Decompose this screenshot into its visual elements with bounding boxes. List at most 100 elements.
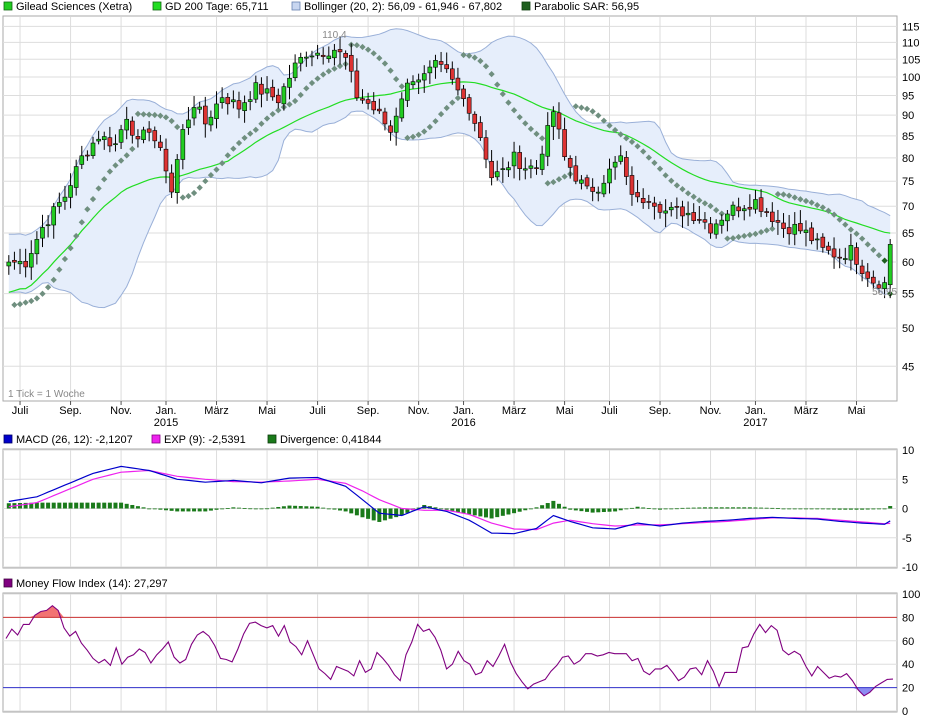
divergence-bar xyxy=(399,508,404,516)
divergence-bar xyxy=(326,508,331,510)
price-y-tick-label: 95 xyxy=(902,91,914,103)
sar-dot xyxy=(179,194,186,201)
divergence-bar xyxy=(85,502,90,509)
divergence-bar xyxy=(102,502,107,509)
candle-up xyxy=(601,182,607,195)
sar-dot xyxy=(275,107,282,114)
divergence-bar xyxy=(220,508,225,510)
divergence-bar xyxy=(764,507,769,509)
candle-down xyxy=(770,211,775,222)
divergence-bar xyxy=(742,507,747,509)
candle-up xyxy=(214,103,219,119)
divergence-bar xyxy=(562,506,567,509)
divergence-bar xyxy=(248,508,253,510)
divergence-bar xyxy=(467,508,472,515)
sar-dot xyxy=(213,166,220,173)
candle-down xyxy=(708,223,713,234)
divergence-bar xyxy=(225,508,230,509)
divergence-bar xyxy=(489,508,494,519)
candle-up xyxy=(663,210,668,214)
divergence-bar xyxy=(820,508,825,510)
sar-dot xyxy=(881,257,888,264)
divergence-bar xyxy=(753,507,758,509)
candle-down xyxy=(854,247,859,265)
candle-up xyxy=(247,99,253,102)
candle-up xyxy=(685,212,691,216)
divergence-bar xyxy=(433,507,438,509)
candle-up xyxy=(96,138,101,142)
candle-up xyxy=(668,206,674,211)
candle-up xyxy=(427,66,433,74)
candle-down xyxy=(354,70,360,99)
candle-down xyxy=(365,99,371,104)
x-tick-label: März xyxy=(204,405,228,417)
sar-dot xyxy=(146,111,153,118)
candle-up xyxy=(433,60,438,68)
divergence-bar xyxy=(169,508,174,511)
sar-dot xyxy=(140,111,147,118)
divergence-bar xyxy=(781,508,786,510)
divergence-bar xyxy=(775,508,780,510)
divergence-bar xyxy=(770,507,775,509)
candle-up xyxy=(62,196,68,202)
divergence-bar xyxy=(719,507,724,509)
candle-up xyxy=(315,52,320,56)
legend-macd-label: MACD (26, 12): -2,1207 xyxy=(16,434,133,446)
divergence-bar xyxy=(231,507,236,509)
divergence-bar xyxy=(590,508,595,513)
candle-down xyxy=(674,206,680,208)
tick-note: 1 Tick = 1 Woche xyxy=(8,389,85,400)
candle-up xyxy=(219,97,225,104)
candle-down xyxy=(275,94,281,104)
candle-down xyxy=(590,186,595,192)
candle-up xyxy=(607,168,612,184)
candle-up xyxy=(197,106,202,110)
candle-up xyxy=(494,171,500,178)
divergence-bar xyxy=(29,502,34,509)
sar-dot xyxy=(219,160,226,167)
candle-down xyxy=(697,219,702,221)
divergence-bar xyxy=(848,508,853,510)
divergence-bar xyxy=(551,500,556,509)
candle-down xyxy=(225,97,231,105)
divergence-bar xyxy=(57,502,62,509)
divergence-bar xyxy=(62,502,67,509)
candle-down xyxy=(584,177,590,187)
divergence-bar xyxy=(394,508,399,518)
candle-up xyxy=(539,153,545,170)
divergence-bar xyxy=(276,506,281,509)
divergence-bar xyxy=(281,506,286,509)
candle-up xyxy=(40,227,45,239)
bollinger-upper-line xyxy=(8,28,891,236)
price-y-tick-label: 100 xyxy=(902,72,920,84)
divergence-bar xyxy=(747,507,752,509)
divergence-bar xyxy=(119,502,124,509)
divergence-bar xyxy=(556,503,561,509)
mfi-line xyxy=(5,604,894,697)
divergence-bar xyxy=(439,508,444,510)
divergence-bar xyxy=(888,506,893,509)
sar-dot xyxy=(870,246,877,253)
candlesticks xyxy=(6,36,893,299)
sar-dot xyxy=(78,219,85,226)
divergence-bar xyxy=(203,508,208,512)
divergence-bar xyxy=(472,508,477,516)
candle-down xyxy=(270,86,275,98)
divergence-bar xyxy=(809,508,814,510)
candle-down xyxy=(371,101,377,111)
candle-down xyxy=(85,154,90,157)
sar-dot xyxy=(707,202,714,210)
candle-up xyxy=(719,219,725,226)
divergence-bar xyxy=(74,502,79,509)
candle-down xyxy=(146,128,152,133)
divergence-bar xyxy=(787,508,792,510)
divergence-bar xyxy=(338,508,343,511)
high-annotation: 110,4 xyxy=(322,30,347,41)
sar-dot xyxy=(247,130,254,137)
candle-up xyxy=(309,55,315,58)
sar-dot xyxy=(224,152,231,159)
candle-up xyxy=(713,223,719,235)
candle-down xyxy=(348,54,354,72)
candle-down xyxy=(135,136,141,140)
divergence-bar xyxy=(135,506,140,509)
